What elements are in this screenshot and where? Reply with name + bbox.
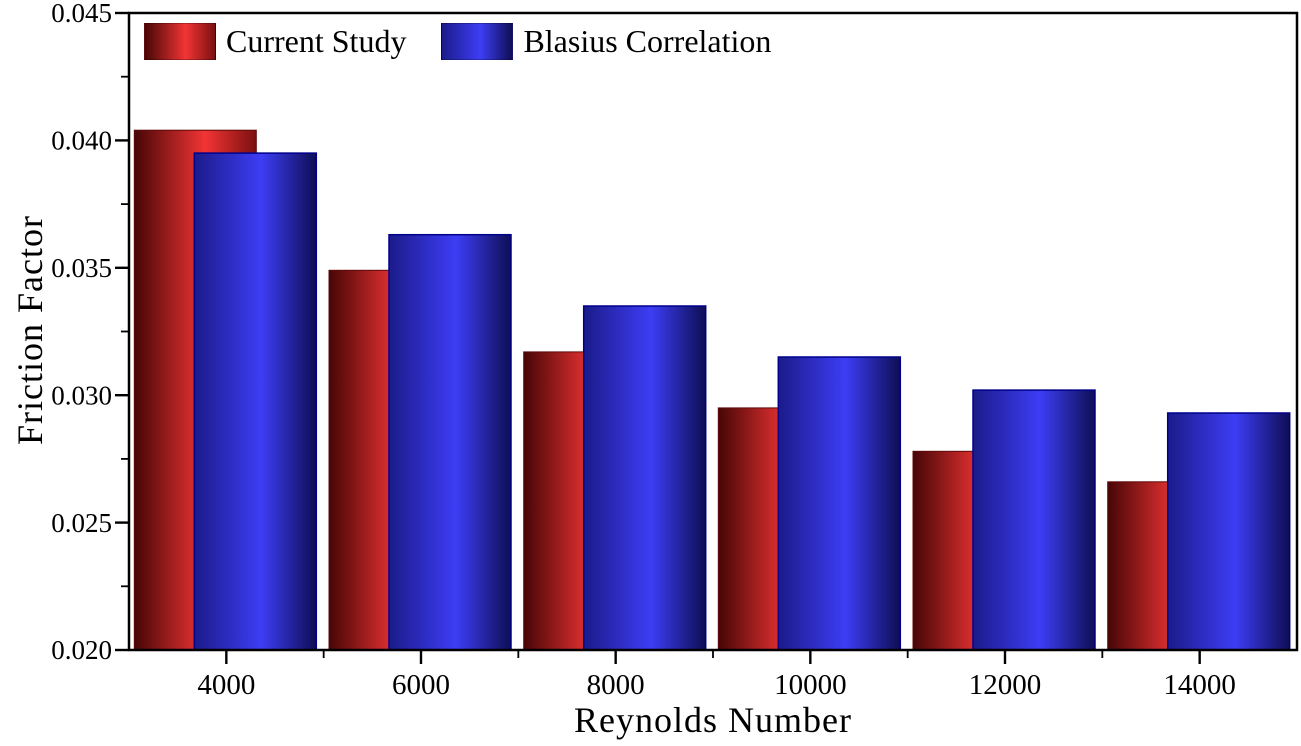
legend-swatch-blue <box>441 23 514 60</box>
x-tick-label: 4000 <box>197 669 255 701</box>
x-tick-label: 10000 <box>774 669 847 701</box>
axis-ticks <box>115 11 1201 664</box>
bar-blasius-correlation-10000 <box>777 356 902 651</box>
bar-blasius-correlation-12000 <box>972 389 1096 651</box>
y-axis-title: Friction Factor <box>10 215 50 445</box>
y-tick-label: 0.045 <box>51 0 112 28</box>
legend-swatch-red <box>144 23 216 60</box>
legend-item-blasius-correlation: Blasius Correlation <box>441 23 771 60</box>
x-tick-label: 6000 <box>392 669 450 701</box>
legend-item-current-study: Current Study <box>144 23 406 60</box>
bars-group <box>133 129 1291 651</box>
plot-frame <box>127 11 1299 652</box>
x-tick-label: 8000 <box>587 669 645 701</box>
y-tick-label: 0.040 <box>51 126 112 156</box>
bar-blasius-correlation-4000 <box>193 152 318 651</box>
legend-label-blasius-correlation: Blasius Correlation <box>523 23 772 59</box>
y-tick-label: 0.030 <box>51 380 112 410</box>
bar-blasius-correlation-14000 <box>1166 412 1291 651</box>
legend-label-current-study: Current Study <box>226 23 407 59</box>
x-tick-labels: 4000 6000 8000 10000 12000 14000 <box>197 669 1236 701</box>
x-tick-label: 14000 <box>1163 669 1236 701</box>
y-tick-label: 0.025 <box>51 508 112 538</box>
y-tick-labels: 0.020 0.025 0.030 0.035 0.040 0.045 <box>51 0 112 665</box>
legend: Current Study Blasius Correlation <box>144 23 771 60</box>
bar-blasius-correlation-8000 <box>582 305 707 651</box>
x-axis-title: Reynolds Number <box>574 700 852 740</box>
y-tick-label: 0.035 <box>51 253 112 283</box>
x-tick-label: 12000 <box>969 669 1042 701</box>
bar-blasius-correlation-6000 <box>388 233 512 651</box>
y-tick-label: 0.020 <box>51 635 112 665</box>
